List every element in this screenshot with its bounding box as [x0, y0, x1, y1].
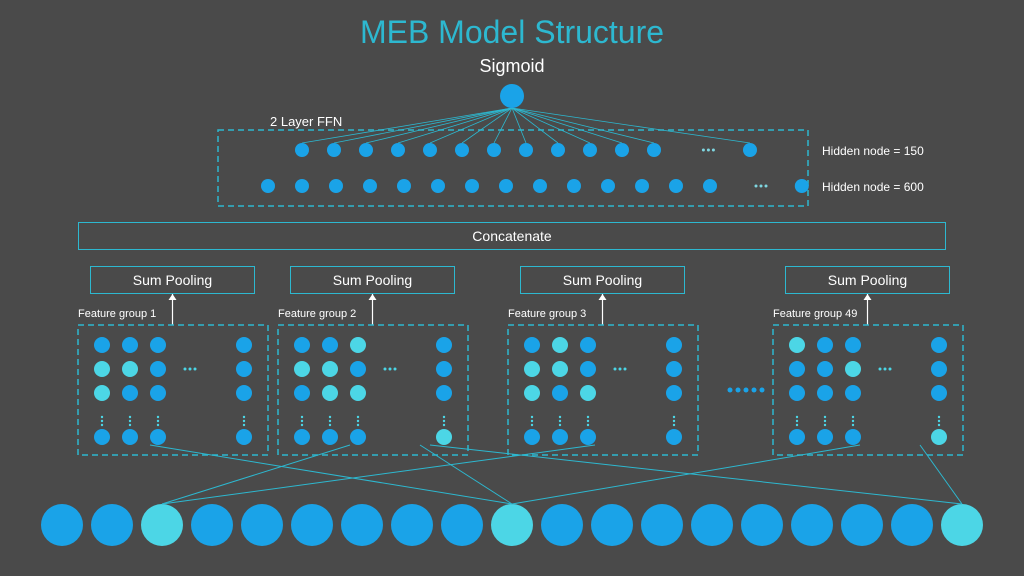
concatenate-box: Concatenate	[78, 222, 946, 250]
feature-group-3-label: Feature group 3	[508, 308, 586, 320]
feature-group-1-label: Feature group 1	[78, 308, 156, 320]
sum-pooling-box: Sum Pooling	[290, 266, 455, 294]
hidden-600-label: Hidden node = 600	[822, 180, 924, 194]
sigmoid-label: Sigmoid	[0, 56, 1024, 77]
sum-pooling-box: Sum Pooling	[520, 266, 685, 294]
feature-group-2-label: Feature group 2	[278, 308, 356, 320]
sum-pooling-label: Sum Pooling	[563, 272, 642, 288]
concatenate-label: Concatenate	[472, 228, 551, 244]
ffn-label: 2 Layer FFN	[270, 114, 342, 129]
feature-group-49-label: Feature group 49	[773, 308, 857, 320]
sum-pooling-label: Sum Pooling	[333, 272, 412, 288]
hidden-150-label: Hidden node = 150	[822, 144, 924, 158]
sum-pooling-box: Sum Pooling	[90, 266, 255, 294]
sum-pooling-box: Sum Pooling	[785, 266, 950, 294]
sum-pooling-label: Sum Pooling	[133, 272, 212, 288]
sum-pooling-label: Sum Pooling	[828, 272, 907, 288]
